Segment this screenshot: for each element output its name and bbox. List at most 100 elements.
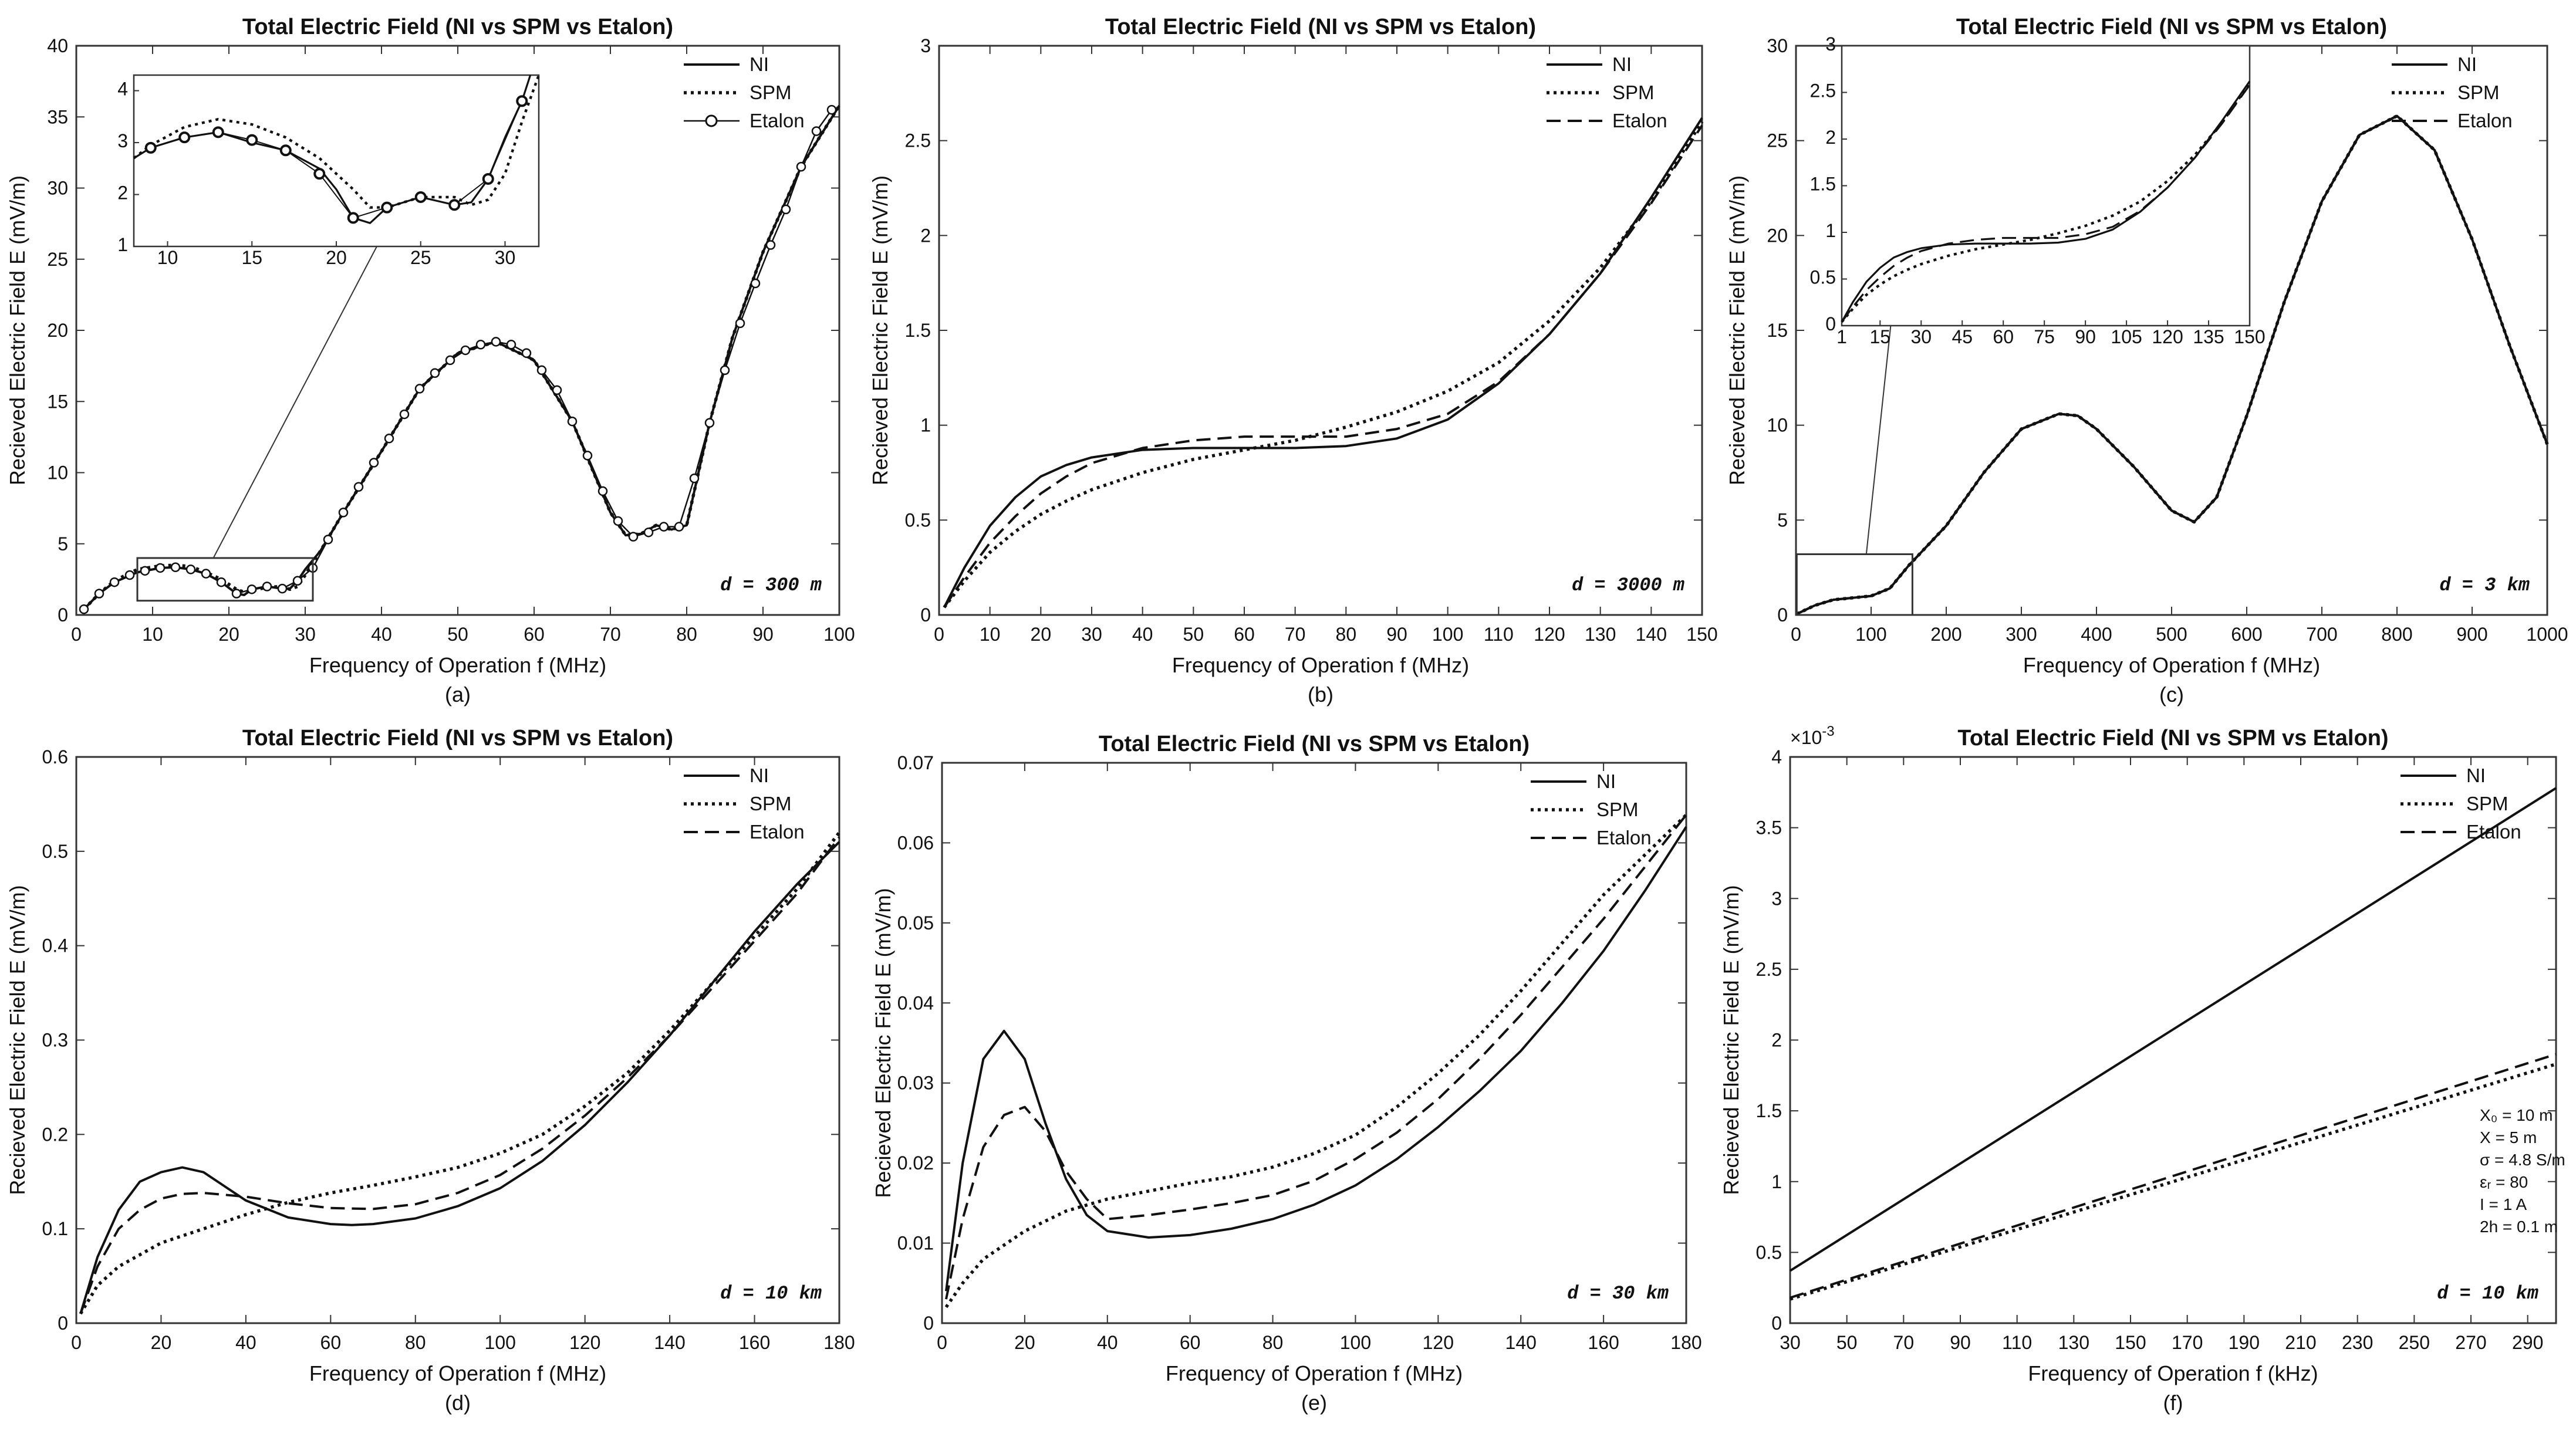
- y-axis-label: Recieved Electric Field E (mV/m): [871, 888, 895, 1198]
- x-tick-label: 150: [2115, 1332, 2146, 1353]
- data-point-etalon: [185, 564, 196, 574]
- x-tick-label: 290: [2512, 1332, 2543, 1353]
- data-point-etalon: [628, 532, 639, 542]
- x-tick-label: 0: [937, 1332, 947, 1353]
- chart-panel: 30 50 70 90 110 130 150 170 190 210 230 250 270 290 0 0…: [1719, 723, 2565, 1415]
- data-point-etalon: [750, 278, 761, 289]
- legend-entry-ni: NI: [749, 53, 769, 75]
- legend-entry-spm: SPM: [2466, 793, 2509, 814]
- zoom-box: [136, 557, 314, 602]
- y-tick-label: 2: [1771, 1030, 1782, 1051]
- x-tick-label: 210: [2285, 1332, 2316, 1353]
- y-axis-label: Recieved Electric Field E (mV/m): [1725, 175, 1749, 485]
- data-point-etalon: [155, 563, 166, 573]
- x-tick-label: 70: [600, 624, 621, 645]
- x-tick-label: 20: [1014, 1332, 1035, 1353]
- x-tick-label: 300: [2006, 624, 2037, 645]
- y-tick-label: 15: [47, 391, 68, 412]
- data-point-etalon: [689, 473, 700, 483]
- data-point-etalon: [475, 340, 486, 350]
- parameter-note: εᵣ = 80: [2480, 1173, 2528, 1191]
- y-tick-label: 1.5: [1756, 1100, 1782, 1121]
- legend-entry-spm: SPM: [749, 82, 792, 103]
- x-tick-label: 270: [2455, 1332, 2486, 1353]
- y-tick-label: 1: [1825, 220, 1836, 241]
- series-line-etalon: [943, 124, 1703, 608]
- data-point-etalon: [381, 201, 393, 214]
- y-tick-label: 1.5: [905, 320, 931, 341]
- zoom-connector: [212, 246, 377, 559]
- axes-frame: [938, 45, 1703, 616]
- axes-frame: [941, 762, 1687, 1324]
- distance-label: d = 3000 m: [1572, 574, 1684, 596]
- x-tick-label: 190: [2229, 1332, 2260, 1353]
- series-line-ni: [945, 826, 1687, 1291]
- x-tick-label: 0: [71, 624, 82, 645]
- legend-entry-ni: NI: [2466, 765, 2486, 786]
- x-tick-label: 105: [2111, 326, 2142, 347]
- x-tick-label: 170: [2172, 1332, 2203, 1353]
- x-tick-label: 700: [2306, 624, 2337, 645]
- x-tick-label: 140: [1505, 1332, 1537, 1353]
- x-axis-label: Frequency of Operation f (kHz): [2028, 1361, 2318, 1385]
- y-tick-label: 15: [1767, 320, 1788, 341]
- x-tick-label: 120: [1423, 1332, 1454, 1353]
- parameter-note: X = 5 m: [2480, 1128, 2537, 1147]
- parameter-note: I = 1 A: [2480, 1195, 2527, 1213]
- data-point-etalon: [414, 384, 425, 394]
- x-axis-label: Frequency of Operation f (MHz): [1166, 1361, 1463, 1385]
- x-tick-label: 75: [2034, 326, 2055, 347]
- panel-label: (a): [445, 682, 471, 706]
- y-tick-label: 0.2: [42, 1124, 68, 1145]
- data-point-etalon: [781, 204, 791, 215]
- y-tick-label: 40: [47, 35, 68, 56]
- x-tick-label: 400: [2081, 624, 2112, 645]
- y-tick-label: 0.03: [897, 1073, 934, 1094]
- data-point-etalon: [704, 418, 715, 428]
- inset-chart: 10 15 20 25 30 1 2 3 4: [117, 74, 541, 268]
- x-tick-label: 45: [1952, 326, 1973, 347]
- data-point-etalon: [482, 173, 494, 185]
- data-point-etalon: [212, 126, 224, 138]
- distance-label: d = 3 km: [2439, 574, 2530, 596]
- x-tick-label: 20: [151, 1332, 172, 1353]
- data-point-etalon: [292, 576, 303, 586]
- x-tick-label: 60: [1180, 1332, 1201, 1353]
- x-axis-label: Frequency of Operation f (MHz): [1172, 653, 1469, 677]
- distance-label: d = 30 km: [1567, 1283, 1669, 1304]
- x-axis-label: Frequency of Operation f (MHz): [309, 653, 606, 677]
- data-point-etalon: [109, 577, 120, 587]
- data-point-etalon: [323, 535, 333, 545]
- x-tick-label: 100: [485, 1332, 516, 1353]
- x-tick-label: 90: [1386, 624, 1407, 645]
- y-tick-label: 1: [920, 415, 931, 436]
- x-tick-label: 160: [1588, 1332, 1619, 1353]
- legend-entry-ni: NI: [749, 765, 769, 786]
- zoom-connector: [1865, 325, 1892, 554]
- y-tick-label: 0: [923, 1313, 934, 1334]
- x-tick-label: 250: [2399, 1332, 2430, 1353]
- data-point-etalon: [384, 434, 394, 444]
- data-point-etalon: [567, 416, 578, 427]
- x-tick-label: 20: [218, 624, 239, 645]
- data-point-etalon: [178, 131, 191, 144]
- x-tick-label: 0: [71, 1332, 82, 1353]
- y-axis-label: Recieved Electric Field E (mV/m): [868, 175, 892, 485]
- x-tick-label: 80: [405, 1332, 426, 1353]
- data-point-etalon: [279, 144, 292, 157]
- x-tick-label: 60: [1234, 624, 1255, 645]
- x-tick-label: 100: [1432, 624, 1463, 645]
- x-tick-label: 135: [2193, 326, 2224, 347]
- data-point-etalon: [353, 482, 364, 492]
- y-tick-label: 0.05: [897, 912, 934, 934]
- data-point-etalon: [765, 240, 776, 250]
- data-point-etalon: [124, 570, 135, 580]
- data-point-etalon: [613, 516, 623, 526]
- x-tick-label: 90: [2075, 326, 2096, 347]
- y-tick-label: 1.5: [1810, 174, 1836, 195]
- x-tick-label: 160: [739, 1332, 770, 1353]
- data-point-etalon: [247, 584, 257, 594]
- legend-entry-etalon: Etalon: [749, 110, 805, 131]
- x-tick-label: 110: [2002, 1332, 2032, 1353]
- data-point-etalon: [246, 134, 258, 146]
